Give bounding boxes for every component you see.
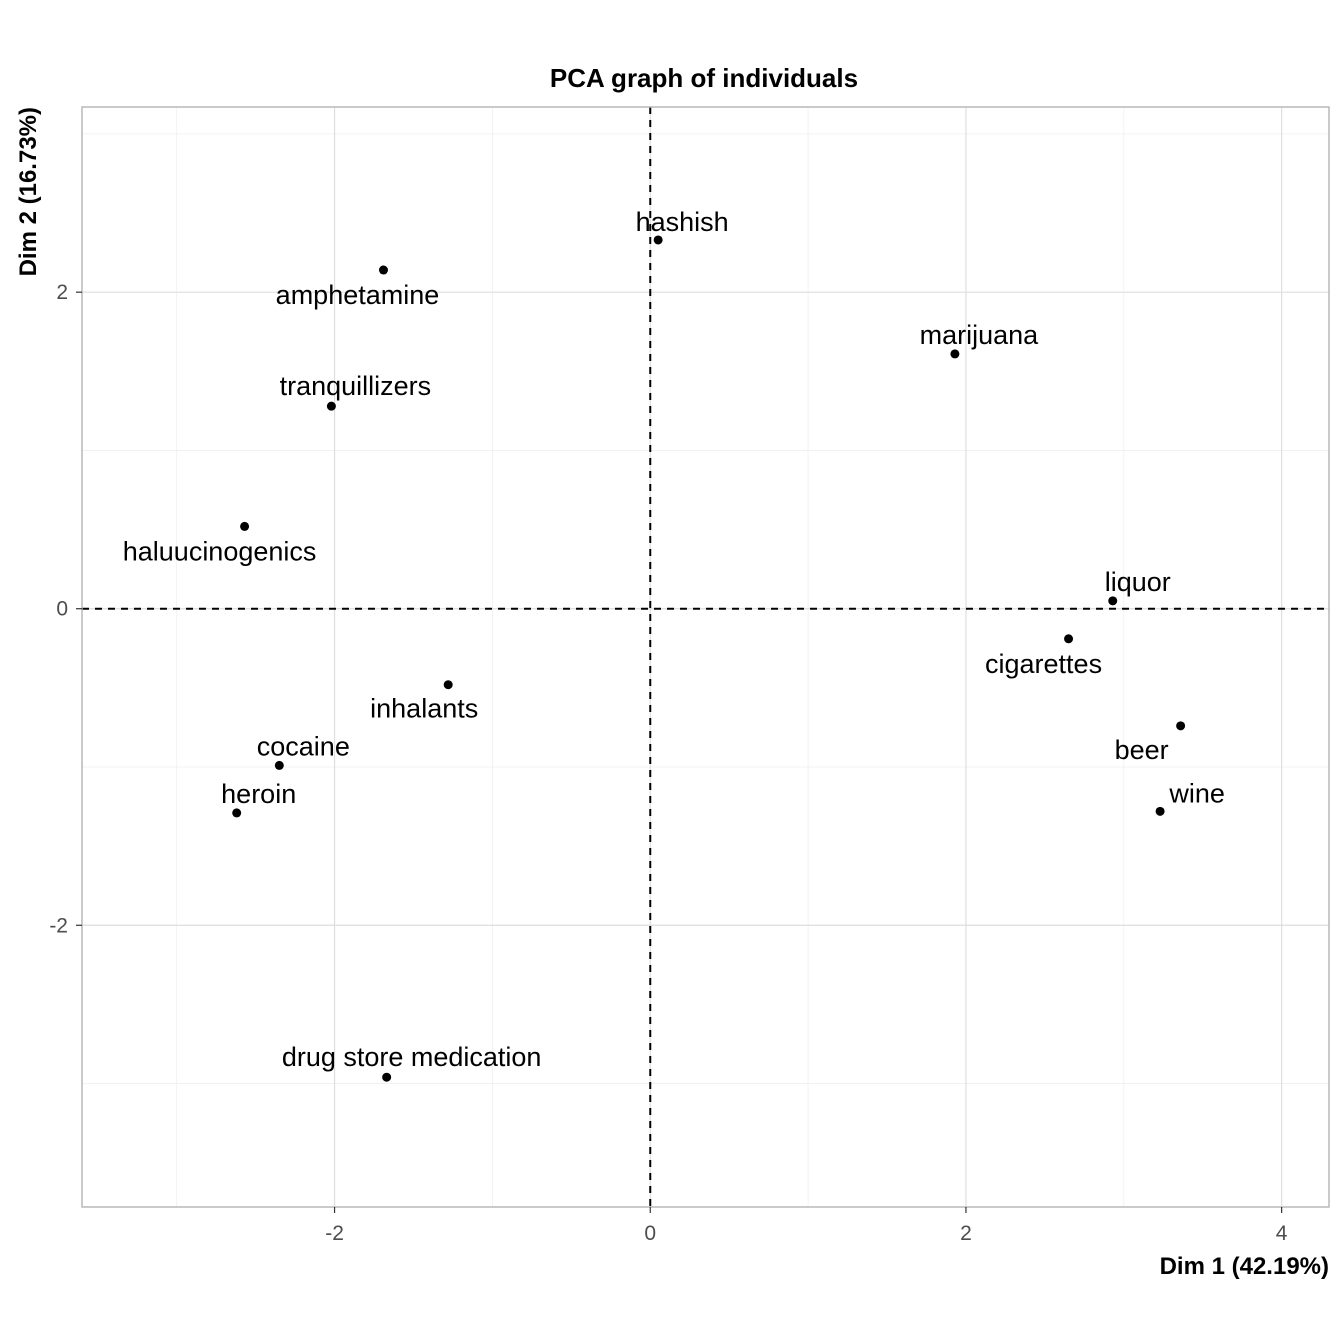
x-tick-label: 2 — [960, 1222, 972, 1245]
data-point — [1155, 806, 1165, 816]
data-point — [1064, 634, 1074, 644]
point-label: beer — [1115, 735, 1169, 765]
grid — [82, 107, 1329, 1207]
point-label: tranquillizers — [280, 371, 432, 401]
data-points — [232, 235, 1186, 1082]
plot-panel-border — [81, 106, 1330, 1208]
point-label: haluucinogenics — [123, 536, 317, 566]
point-label: cocaine — [257, 731, 350, 761]
data-point — [240, 521, 250, 531]
data-point — [1108, 596, 1118, 606]
data-point — [232, 808, 242, 818]
data-point — [274, 760, 284, 770]
reference-lines — [82, 107, 1329, 1207]
data-point — [326, 401, 336, 411]
point-label: cigarettes — [985, 649, 1102, 679]
point-label: marijuana — [920, 320, 1040, 350]
data-point — [382, 1072, 392, 1082]
point-label: drug store medication — [282, 1042, 542, 1072]
data-point — [653, 235, 663, 245]
y-tick-label: 0 — [56, 598, 68, 621]
point-label: heroin — [221, 779, 296, 809]
x-tick-label: 4 — [1276, 1222, 1288, 1245]
y-tick-label: 2 — [56, 281, 68, 304]
y-axis-title: Dim 2 (16.73%) — [15, 107, 42, 276]
point-label: inhalants — [370, 694, 478, 724]
point-label: hashish — [636, 207, 729, 237]
y-tick-label: -2 — [49, 914, 68, 937]
x-tick-label: 0 — [644, 1222, 656, 1245]
point-label: wine — [1168, 778, 1225, 808]
data-point — [950, 349, 960, 359]
x-tick-label: -2 — [325, 1222, 344, 1245]
data-point — [443, 680, 453, 690]
point-label: liquor — [1105, 567, 1171, 597]
axis-ticks: -2 0 2 4 -2 0 2 — [49, 281, 1287, 1245]
x-axis-title: Dim 1 (42.19%) — [1160, 1253, 1329, 1280]
data-point — [1176, 721, 1186, 731]
point-labels: hashish amphetamine marijuana tranquillizer… — [123, 207, 1225, 1072]
data-point — [378, 265, 388, 275]
chart-title: PCA graph of individuals — [550, 63, 858, 93]
point-label: amphetamine — [276, 280, 440, 310]
